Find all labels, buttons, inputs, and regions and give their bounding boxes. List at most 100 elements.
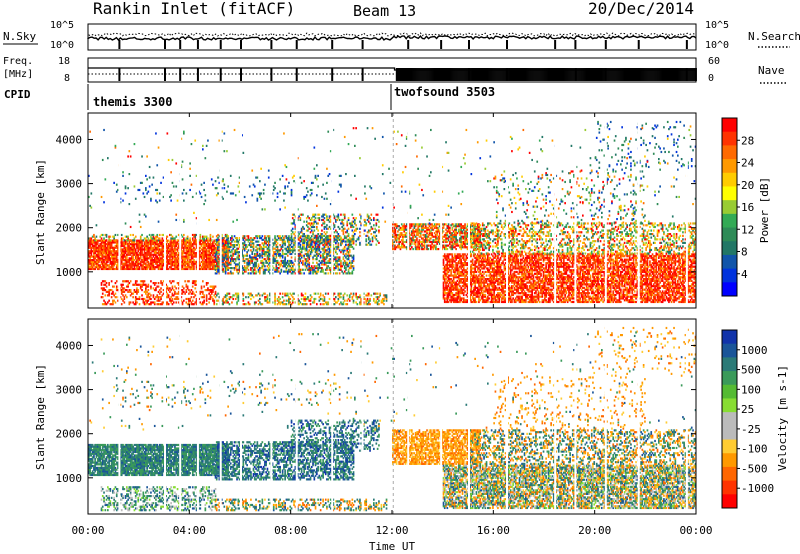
range-gate-cell	[108, 253, 110, 256]
range-gate-cell	[259, 294, 261, 297]
range-gate-cell	[347, 247, 350, 250]
range-gate-cell	[265, 240, 267, 243]
range-gate-cell	[158, 248, 161, 251]
range-gate-cell	[215, 256, 218, 259]
range-gate-cell	[376, 303, 379, 306]
range-gate-cell	[214, 180, 217, 183]
range-gate-cell	[128, 246, 131, 249]
range-gate-cell	[312, 267, 314, 270]
range-gate-cell	[385, 296, 388, 299]
range-gate-cell	[246, 254, 248, 257]
range-gate-cell	[134, 248, 137, 251]
range-gate-cell	[299, 247, 302, 250]
range-gate-cell	[127, 285, 129, 288]
range-gate-cell	[123, 248, 126, 251]
range-gate-cell	[317, 252, 319, 256]
range-gate-cell	[117, 289, 119, 292]
range-gate-cell	[208, 289, 210, 292]
range-gate-cell	[340, 244, 342, 247]
range-gate-cell	[333, 297, 336, 301]
range-gate-cell	[302, 233, 304, 236]
range-gate-cell	[252, 238, 255, 241]
range-gate-cell	[316, 303, 318, 306]
range-gate-cell	[133, 283, 136, 286]
range-gate-cell	[237, 292, 240, 295]
range-gate-cell	[150, 243, 152, 246]
range-gate-cell	[136, 252, 138, 255]
range-gate-cell	[194, 280, 197, 283]
range-gate-cell	[224, 267, 227, 270]
range-gate-cell	[365, 303, 368, 306]
range-gate-cell	[147, 262, 150, 265]
range-gate-cell	[305, 236, 308, 239]
range-gate-cell	[253, 252, 256, 256]
range-gate-cell	[262, 245, 265, 248]
range-gate-cell	[269, 259, 271, 263]
range-gate-cell	[122, 255, 124, 258]
range-gate-cell	[276, 270, 279, 273]
range-gate-cell	[328, 259, 331, 263]
range-gate-cell	[100, 266, 103, 269]
range-gate-cell	[142, 259, 145, 262]
range-gate-cell	[213, 266, 216, 269]
range-gate-cell	[291, 238, 294, 241]
range-gate-cell	[126, 264, 128, 267]
range-gate-cell	[229, 174, 232, 177]
range-gate-cell	[110, 280, 113, 283]
range-gate-cell	[181, 266, 184, 269]
range-gate-cell	[203, 264, 205, 267]
range-gate-cell	[204, 243, 207, 246]
range-gate-cell	[99, 264, 102, 267]
range-gate-cell	[237, 242, 240, 245]
range-gate-cell	[131, 250, 133, 253]
range-gate-cell	[247, 301, 250, 304]
range-gate-cell	[132, 260, 134, 263]
range-gate-cell	[227, 237, 229, 240]
range-gate-cell	[145, 241, 147, 244]
range-gate-cell	[143, 244, 146, 248]
range-gate-cell	[198, 190, 200, 193]
range-gate-cell	[203, 260, 205, 263]
range-gate-cell	[188, 299, 190, 302]
range-gate-cell	[341, 249, 343, 252]
range-gate-cell	[322, 258, 324, 261]
range-gate-cell	[348, 272, 351, 275]
range-gate-cell	[221, 254, 223, 257]
range-gate-cell	[226, 297, 228, 301]
range-gate-cell	[147, 253, 150, 256]
range-gate-cell	[261, 261, 264, 264]
range-gate-cell	[193, 241, 195, 244]
noise-right-tick-top: 10^5	[705, 20, 729, 31]
range-gate-cell	[108, 264, 110, 267]
range-gate-cell	[191, 248, 194, 251]
range-gate-cell	[167, 248, 170, 251]
range-gate-cell	[137, 241, 140, 244]
range-gate-cell	[101, 259, 104, 262]
range-gate-cell	[286, 272, 289, 275]
range-gate-cell	[181, 262, 184, 265]
range-gate-cell	[313, 220, 316, 223]
range-gate-cell	[293, 213, 295, 216]
range-gate-cell	[127, 252, 129, 255]
range-gate-cell	[336, 240, 338, 243]
range-gate-cell	[194, 253, 197, 256]
range-gate-cell	[364, 297, 366, 301]
range-gate-cell	[145, 239, 147, 242]
range-gate-cell	[310, 243, 313, 246]
range-gate-cell	[156, 246, 159, 249]
range-gate-cell	[131, 241, 133, 244]
range-gate-cell	[261, 263, 264, 266]
range-gate-cell	[307, 243, 309, 246]
range-gate-cell	[213, 294, 216, 297]
range-gate-cell	[104, 233, 107, 237]
range-gate-cell	[267, 244, 270, 247]
range-gate-cell	[172, 237, 175, 240]
range-gate-cell	[98, 253, 100, 256]
range-gate-cell	[337, 265, 340, 268]
range-gate-cell	[237, 299, 240, 302]
range-gate-cell	[260, 254, 262, 257]
range-gate-cell	[169, 250, 171, 253]
range-gate-cell	[293, 292, 295, 295]
range-gate-cell	[209, 264, 212, 267]
range-gate-cell	[90, 237, 93, 240]
